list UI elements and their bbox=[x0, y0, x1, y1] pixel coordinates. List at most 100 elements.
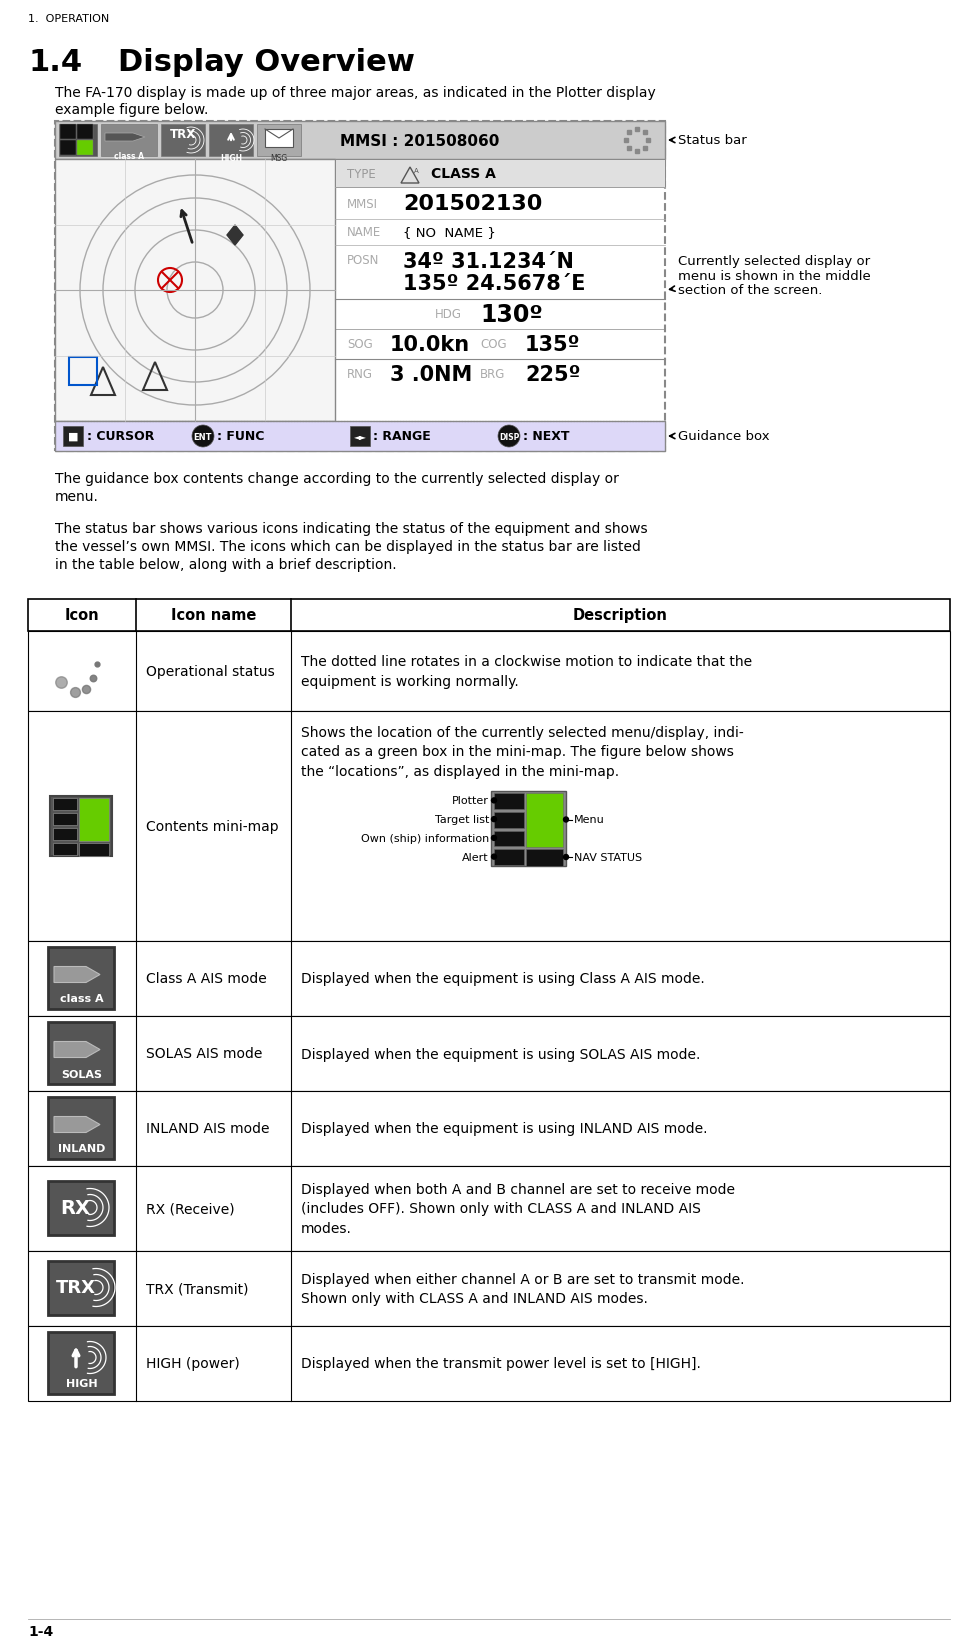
Text: Displayed when the transmit power level is set to [HIGH].: Displayed when the transmit power level … bbox=[301, 1357, 701, 1370]
Text: : CURSOR: : CURSOR bbox=[87, 429, 154, 443]
Text: Displayed when either channel A or B are set to transmit mode.
Shown only with C: Displayed when either channel A or B are… bbox=[301, 1272, 744, 1305]
Bar bbox=[79, 798, 109, 841]
Bar bbox=[48, 1096, 114, 1159]
Text: The status bar shows various icons indicating the status of the equipment and sh: The status bar shows various icons indic… bbox=[55, 521, 648, 536]
Bar bbox=[53, 798, 77, 811]
Bar bbox=[48, 1021, 114, 1083]
Bar bbox=[60, 141, 76, 156]
Bar bbox=[53, 844, 77, 856]
Text: : NEXT: : NEXT bbox=[523, 429, 570, 443]
Bar bbox=[60, 125, 76, 139]
Bar bbox=[257, 125, 301, 157]
Bar bbox=[161, 125, 205, 157]
Bar bbox=[28, 1092, 950, 1167]
Bar bbox=[55, 421, 665, 452]
Text: : FUNC: : FUNC bbox=[217, 429, 265, 443]
Text: Displayed when both A and B channel are set to receive mode
(includes OFF). Show: Displayed when both A and B channel are … bbox=[301, 1182, 735, 1236]
Text: 225º: 225º bbox=[525, 365, 580, 385]
Bar bbox=[28, 1016, 950, 1092]
Bar bbox=[209, 125, 253, 157]
Text: Icon: Icon bbox=[64, 608, 100, 623]
Text: class A: class A bbox=[61, 993, 104, 1003]
Text: NAV STATUS: NAV STATUS bbox=[574, 852, 642, 862]
Text: TYPE: TYPE bbox=[347, 167, 376, 180]
Text: in the table below, along with a brief description.: in the table below, along with a brief d… bbox=[55, 557, 397, 572]
Text: Displayed when the equipment is using SOLAS AIS mode.: Displayed when the equipment is using SO… bbox=[301, 1047, 701, 1060]
Text: HDG: HDG bbox=[435, 308, 462, 321]
Bar bbox=[59, 125, 97, 157]
Bar bbox=[28, 1167, 950, 1251]
Bar bbox=[28, 711, 950, 941]
Polygon shape bbox=[54, 967, 100, 983]
Bar bbox=[494, 793, 524, 810]
Bar bbox=[526, 793, 563, 847]
Text: Currently selected display or
menu is shown in the middle
section of the screen.: Currently selected display or menu is sh… bbox=[669, 254, 871, 297]
Text: MMSI : 201508060: MMSI : 201508060 bbox=[340, 133, 499, 149]
Text: 1.4: 1.4 bbox=[28, 48, 82, 77]
Bar bbox=[101, 125, 157, 157]
Bar bbox=[69, 357, 97, 385]
Text: SOLAS AIS mode: SOLAS AIS mode bbox=[146, 1047, 263, 1060]
Text: ■: ■ bbox=[67, 431, 78, 443]
Text: BRG: BRG bbox=[480, 369, 505, 382]
Text: Shows the location of the currently selected menu/display, indi-
cated as a gree: Shows the location of the currently sele… bbox=[301, 726, 743, 779]
Text: Icon name: Icon name bbox=[171, 608, 256, 623]
Text: Plotter: Plotter bbox=[452, 797, 489, 806]
Bar bbox=[48, 947, 114, 1010]
Bar bbox=[494, 849, 524, 865]
Circle shape bbox=[498, 426, 520, 447]
Bar bbox=[55, 161, 335, 421]
Circle shape bbox=[564, 856, 569, 860]
Text: Displayed when the equipment is using INLAND AIS mode.: Displayed when the equipment is using IN… bbox=[301, 1121, 707, 1136]
Circle shape bbox=[491, 854, 496, 859]
Bar bbox=[28, 600, 950, 631]
Bar bbox=[494, 831, 524, 847]
Text: Contents mini-map: Contents mini-map bbox=[146, 820, 278, 834]
Text: RX (Receive): RX (Receive) bbox=[146, 1201, 234, 1216]
Text: NAME: NAME bbox=[347, 226, 381, 239]
Polygon shape bbox=[227, 226, 243, 246]
Text: MSG: MSG bbox=[271, 154, 287, 162]
Text: menu.: menu. bbox=[55, 490, 99, 503]
Text: TRX: TRX bbox=[56, 1278, 96, 1296]
Circle shape bbox=[491, 798, 496, 803]
Text: Guidance box: Guidance box bbox=[669, 429, 770, 443]
Bar bbox=[48, 1180, 114, 1234]
Text: 201502130: 201502130 bbox=[403, 193, 542, 213]
Text: SOLAS: SOLAS bbox=[62, 1069, 103, 1078]
Bar bbox=[53, 828, 77, 841]
Text: Status bar: Status bar bbox=[669, 134, 746, 148]
Text: The guidance box contents change according to the currently selected display or: The guidance box contents change accordi… bbox=[55, 472, 618, 485]
Text: class A: class A bbox=[114, 152, 144, 161]
Text: POSN: POSN bbox=[347, 254, 379, 266]
Text: 1-4: 1-4 bbox=[28, 1624, 54, 1637]
Text: 1.  OPERATION: 1. OPERATION bbox=[28, 15, 109, 25]
Text: Description: Description bbox=[573, 608, 668, 623]
Text: HIGH: HIGH bbox=[220, 154, 242, 162]
Polygon shape bbox=[54, 1116, 100, 1133]
Text: Alert: Alert bbox=[462, 852, 489, 862]
Text: TRX: TRX bbox=[170, 128, 196, 141]
Text: ◄►: ◄► bbox=[354, 433, 366, 441]
Circle shape bbox=[491, 818, 496, 823]
Bar bbox=[63, 426, 83, 447]
Text: The dotted line rotates in a clockwise motion to indicate that the
equipment is : The dotted line rotates in a clockwise m… bbox=[301, 656, 752, 688]
Text: Menu: Menu bbox=[574, 815, 605, 824]
Text: Display Overview: Display Overview bbox=[118, 48, 415, 77]
Polygon shape bbox=[105, 134, 145, 143]
Text: HIGH: HIGH bbox=[66, 1378, 98, 1388]
Text: { NO  NAME }: { NO NAME } bbox=[403, 226, 495, 239]
Bar bbox=[491, 792, 566, 867]
Text: A: A bbox=[414, 167, 419, 174]
Text: TRX (Transmit): TRX (Transmit) bbox=[146, 1282, 248, 1296]
Text: MMSI: MMSI bbox=[347, 197, 378, 210]
Text: RNG: RNG bbox=[347, 369, 373, 382]
Circle shape bbox=[192, 426, 214, 447]
Bar bbox=[77, 125, 93, 139]
Text: 34º 31.1234´N: 34º 31.1234´N bbox=[403, 252, 573, 272]
Bar bbox=[77, 141, 93, 156]
Text: DISP: DISP bbox=[499, 433, 519, 441]
Bar bbox=[79, 844, 109, 857]
Bar bbox=[28, 1251, 950, 1326]
Text: 135º 24.5678´E: 135º 24.5678´E bbox=[403, 274, 585, 293]
